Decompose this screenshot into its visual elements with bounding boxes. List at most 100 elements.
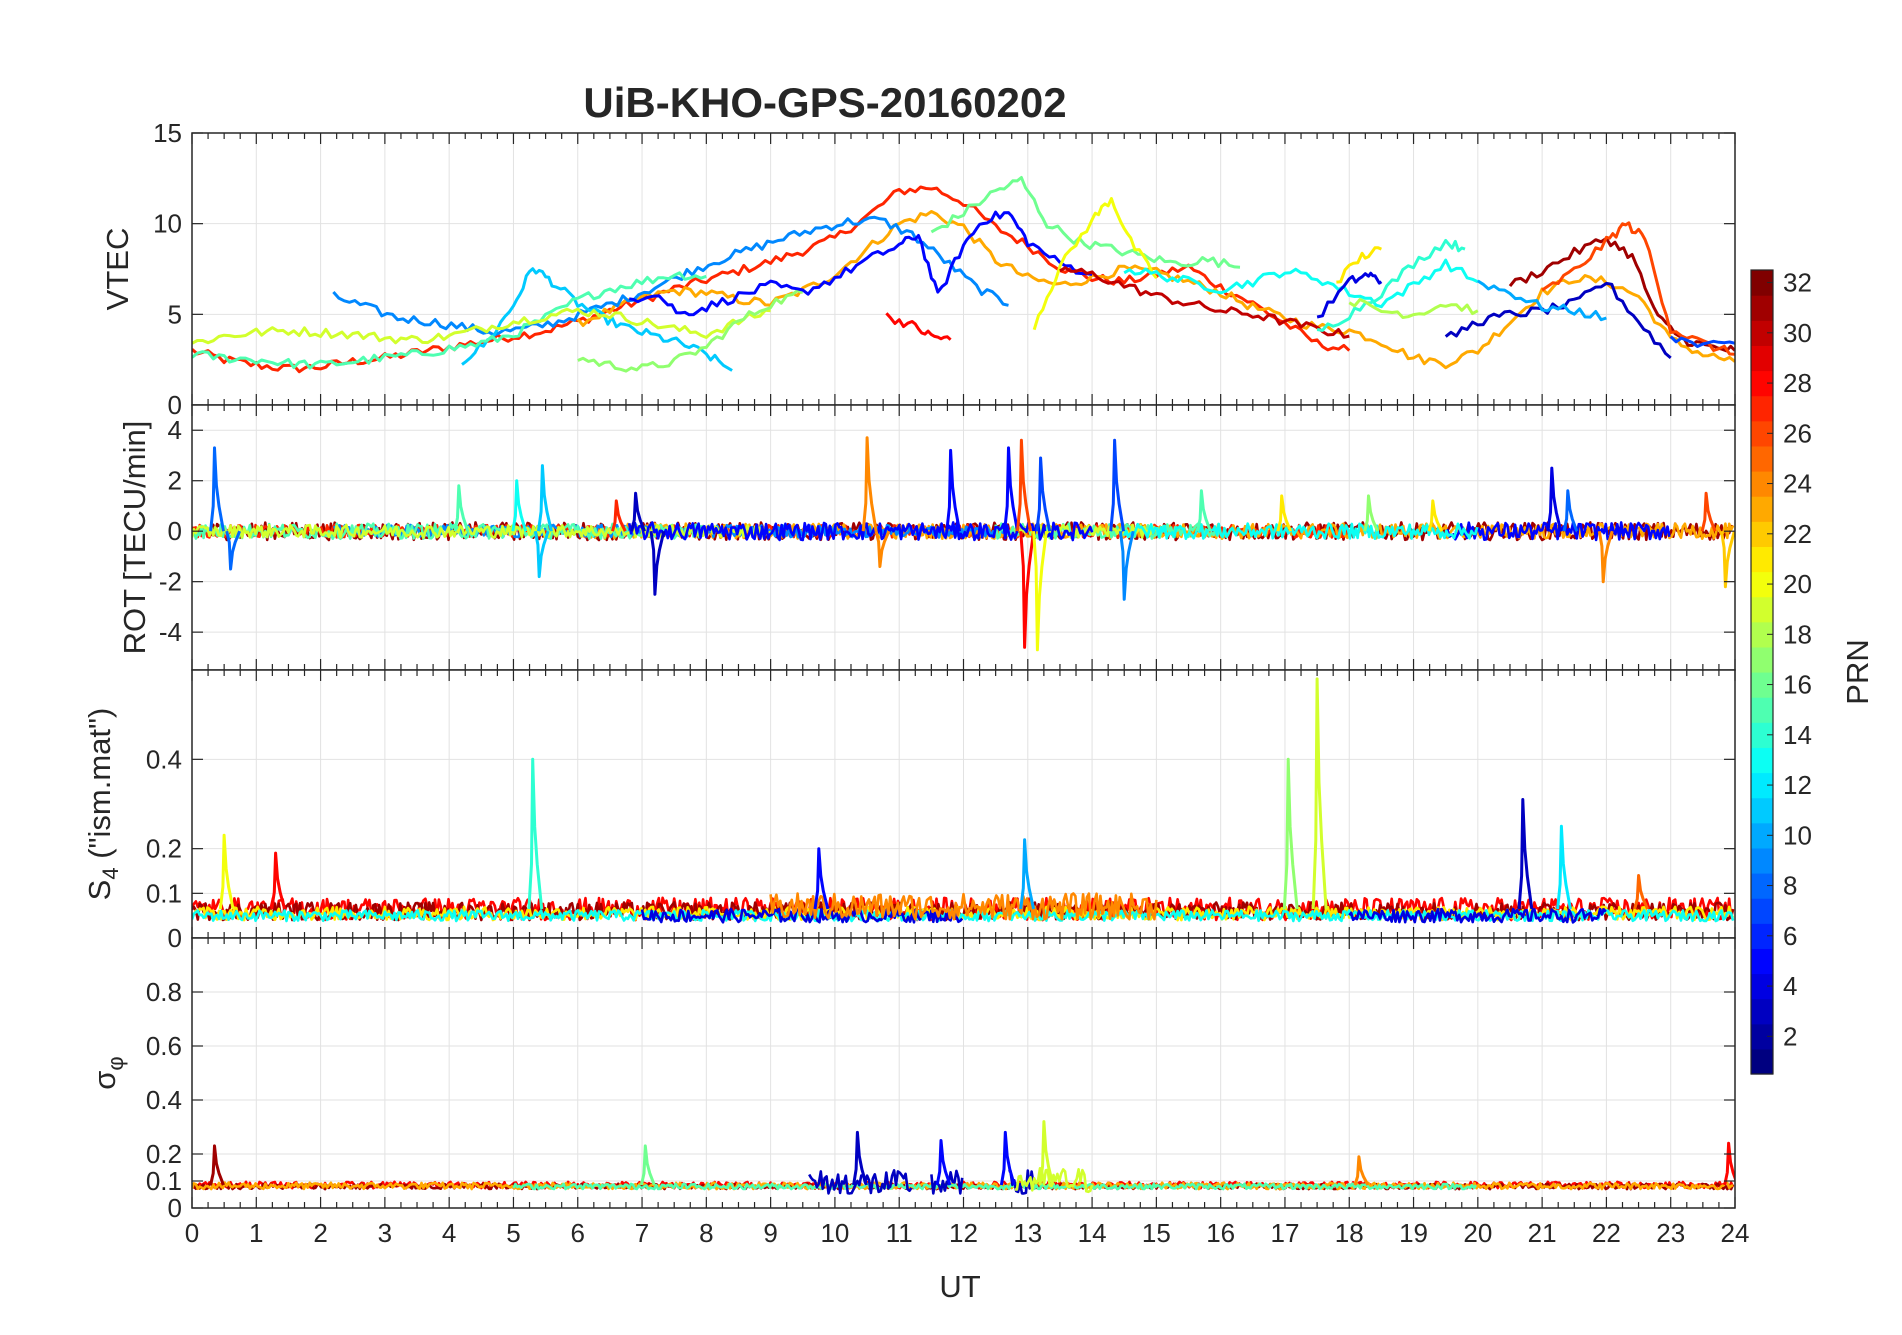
x-ticks	[191, 670, 1736, 938]
colorbar-tick-label: 2	[1783, 1021, 1797, 1051]
spike-prn-26	[1700, 491, 1717, 532]
colorbar-tick-label: 32	[1783, 268, 1812, 298]
series-prn-21	[1336, 246, 1382, 284]
colorbar-cell	[1751, 772, 1773, 799]
series-prn-20	[1032, 197, 1158, 331]
spike-prn-21	[1276, 494, 1293, 532]
panel-2: -4 -2 0 2 4 ROT [TECU/min]	[117, 404, 1736, 671]
y-tick-label: -2	[159, 567, 182, 597]
noise-prn-4	[640, 907, 964, 924]
x-tick-label: 18	[1335, 1218, 1364, 1248]
colorbar-cell	[1751, 621, 1773, 648]
y-tick-label: 10	[153, 209, 182, 239]
colorbar-tick-label: 10	[1783, 820, 1812, 850]
x-tick-label: 6	[571, 1218, 585, 1248]
spike-prn-5	[813, 847, 830, 910]
series-prn-7	[1669, 335, 1735, 348]
spike-prn-10	[1019, 838, 1036, 910]
x-tick-labels: 0 1 2 3 4 5 6 7 8 9 10 11 12 13 14 15 16 17 18 19 20 21 22 23 24	[185, 1218, 1750, 1248]
series-prn-30	[1059, 266, 1350, 339]
colorbar-cell	[1751, 822, 1773, 849]
x-tick-label: 20	[1463, 1218, 1492, 1248]
spike-prn-5	[1003, 446, 1019, 532]
spike-prn-4	[1546, 466, 1563, 532]
spike-prn-20	[218, 833, 235, 910]
spike-prn-3	[649, 530, 666, 596]
spike-prn-9	[1118, 530, 1135, 601]
colorbar-cell	[1751, 496, 1773, 522]
spike-prn-25	[1633, 874, 1649, 910]
x-tick-label: 19	[1399, 1218, 1428, 1248]
y-tick-label: 0	[168, 923, 182, 953]
colorbar-tick-label: 28	[1783, 368, 1812, 398]
colorbar-cell	[1751, 747, 1773, 774]
colorbar-cell	[1751, 973, 1773, 1000]
grid	[192, 405, 1735, 670]
colorbar-cell	[1751, 1023, 1773, 1050]
spike-prn-7	[1035, 456, 1052, 532]
series-prn-28	[885, 312, 952, 341]
y-tick-label: 0	[168, 516, 182, 546]
colorbar-tick-label: 22	[1783, 519, 1812, 549]
x-tick-label: 23	[1656, 1218, 1685, 1248]
noise-prn-21	[192, 905, 1735, 922]
grid	[192, 938, 1735, 1209]
spike-prn-28	[1723, 1141, 1735, 1186]
colorbar-cell	[1751, 722, 1773, 748]
series-prn-31	[1508, 236, 1735, 353]
spike-prn-3	[1517, 798, 1534, 910]
y-axis-label: σφ	[87, 1056, 128, 1089]
y-tick-label: 0.4	[146, 1085, 182, 1115]
series-prn-19	[192, 307, 771, 345]
panel-1: 0 5 10 15 VTEC	[100, 118, 1736, 420]
colorbar-tick-label: 8	[1783, 871, 1797, 901]
colorbar-tick-label: 26	[1783, 418, 1812, 448]
spike-prn-8	[1562, 489, 1579, 532]
colorbar-cell	[1751, 596, 1773, 623]
noise-prn-3	[808, 1169, 913, 1195]
spike-prn-21	[1427, 499, 1444, 532]
y-axis-label-main: S	[82, 880, 117, 901]
x-tick-label: 0	[185, 1218, 199, 1248]
colorbar-cell	[1751, 873, 1773, 899]
spike-prn-11	[533, 530, 550, 579]
y-tick-label: 0.4	[146, 744, 182, 774]
x-tick-label: 21	[1528, 1218, 1557, 1248]
colorbar-cell	[1751, 898, 1773, 924]
series-prn-14	[1316, 238, 1466, 332]
colorbar-tick-label: 16	[1783, 670, 1812, 700]
y-tick-label: -4	[159, 617, 182, 647]
colorbar-cell	[1751, 521, 1773, 547]
colorbar-frame	[1750, 269, 1774, 1075]
colorbar-cell	[1751, 370, 1773, 397]
spike-prn-22	[1720, 530, 1735, 589]
spike-prn-14	[527, 757, 544, 910]
colorbar-tick-label: 20	[1783, 569, 1812, 599]
y-tick-label: 0.6	[146, 1031, 182, 1061]
colorbar-tick-label: 6	[1783, 921, 1797, 951]
x-tick-label: 13	[1013, 1218, 1042, 1248]
colorbar-cell	[1751, 270, 1773, 296]
y-tick-label: 0.8	[146, 977, 182, 1007]
colorbar-tick-label: 18	[1783, 619, 1812, 649]
series-group	[192, 436, 1735, 652]
series-prn-13	[1123, 258, 1479, 309]
spike-prn-31	[209, 1144, 225, 1186]
x-tick-label: 22	[1592, 1218, 1621, 1248]
x-tick-label: 14	[1078, 1218, 1107, 1248]
y-tick-label: 4	[168, 415, 182, 445]
colorbar-tick-label: 24	[1783, 469, 1812, 499]
spike-prn-15	[1196, 489, 1212, 532]
chart-title: UiB-KHO-GPS-20160202	[583, 79, 1066, 126]
colorbar-cell	[1751, 697, 1773, 723]
spike-prn-8	[209, 446, 225, 532]
series-group	[192, 1120, 1735, 1195]
y-axis-label-sub: 4	[98, 867, 123, 879]
spike-prn-24	[861, 436, 878, 532]
series-prn-18	[1348, 298, 1479, 319]
colorbar-cell	[1751, 672, 1773, 698]
x-tick-label: 8	[699, 1218, 713, 1248]
